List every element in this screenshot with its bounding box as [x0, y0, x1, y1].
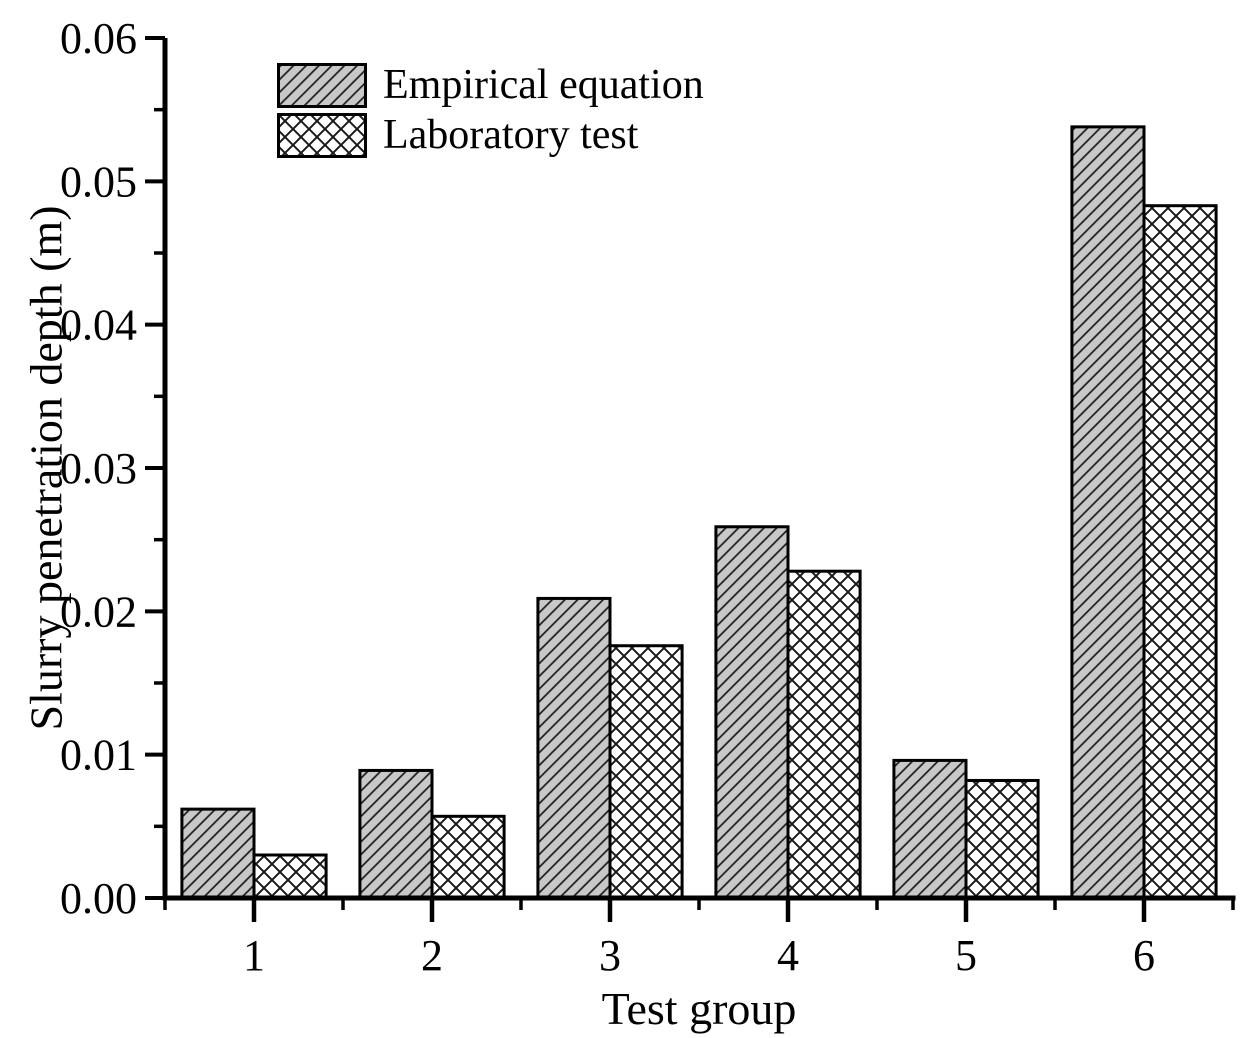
legend-label-empirical-equation: Empirical equation	[383, 62, 704, 108]
x-tick-label: 6	[1133, 931, 1155, 980]
bar-laboratory-test-group-1	[252, 853, 328, 900]
bar-empirical-equation-group-4	[714, 525, 790, 900]
bar-empirical-equation-group-3	[536, 596, 612, 900]
bar-empirical-equation-group-2	[358, 768, 434, 900]
bar-laboratory-test-group-3	[608, 644, 684, 900]
legend-item-empirical-equation: Empirical equation	[277, 63, 704, 108]
y-tick-label: 0.00	[60, 874, 137, 923]
bar-laboratory-test-group-2	[430, 814, 506, 900]
x-tick-label: 4	[777, 931, 799, 980]
y-tick-label: 0.04	[60, 301, 137, 350]
y-tick-label: 0.06	[60, 14, 137, 63]
bar-laboratory-test-group-5	[964, 778, 1040, 900]
diagonal-hatch-swatch	[277, 63, 367, 108]
cross-hatch-swatch	[277, 113, 367, 158]
y-tick-label: 0.01	[60, 731, 137, 780]
bar-empirical-equation-group-1	[180, 807, 256, 900]
legend-item-laboratory-test: Laboratory test	[277, 113, 704, 158]
y-axis-title: Slurry penetration depth (m)	[20, 205, 72, 731]
legend-label-laboratory-test: Laboratory test	[383, 112, 639, 158]
y-tick-label: 0.02	[60, 587, 137, 636]
x-tick-label: 3	[599, 931, 621, 980]
bar-laboratory-test-group-4	[786, 569, 862, 900]
bar-laboratory-test-group-6	[1142, 204, 1218, 900]
legend: Empirical equation Laboratory test	[277, 63, 704, 163]
x-tick-label: 5	[955, 931, 977, 980]
bar-empirical-equation-group-5	[892, 758, 968, 900]
x-axis-title: Test group	[601, 983, 797, 1034]
x-tick-label: 1	[243, 931, 265, 980]
bar-empirical-equation-group-6	[1070, 125, 1146, 900]
y-tick-label: 0.03	[60, 444, 137, 493]
y-tick-label: 0.05	[60, 157, 137, 206]
x-tick-label: 2	[421, 931, 443, 980]
